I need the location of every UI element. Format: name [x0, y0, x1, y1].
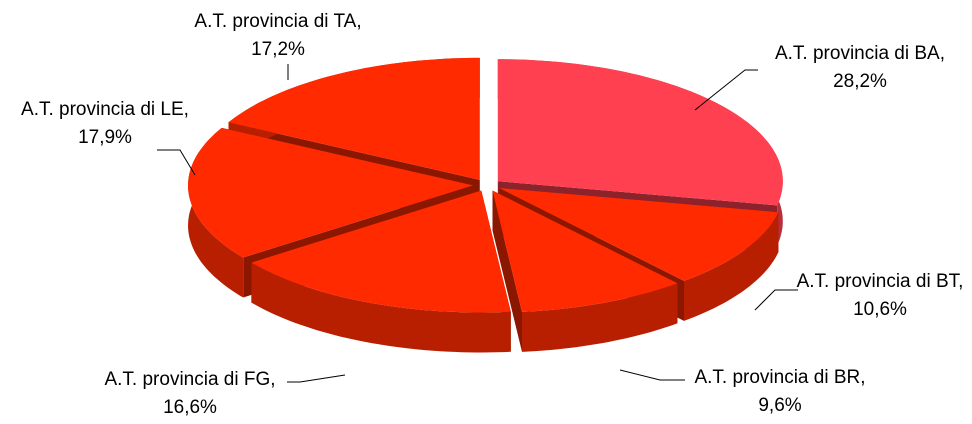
slice-side [251, 262, 511, 353]
category-label: A.T. provincia di BT [796, 271, 959, 292]
data-label: A.T. provincia di FG16,6% [90, 366, 290, 422]
slice-side [492, 190, 522, 352]
slice [228, 57, 480, 180]
category-label: A.T. provincia di BR [694, 367, 861, 388]
data-label: A.T. provincia di BR9,6% [680, 364, 880, 420]
slice [492, 190, 678, 312]
slice [188, 127, 473, 258]
slice-side [522, 283, 678, 352]
category-label: A.T. provincia di BA [774, 43, 940, 64]
slice [251, 190, 511, 313]
category-label: A.T. provincia di FG [104, 369, 271, 390]
slice [499, 188, 779, 281]
category-label: A.T. provincia di TA [194, 11, 357, 32]
leader-line [754, 289, 798, 311]
leader-line [157, 149, 196, 176]
leader-line [287, 374, 346, 383]
slice-side [684, 212, 779, 321]
slice [497, 59, 783, 206]
data-label: A.T. provincia di BA28,2% [760, 40, 960, 96]
leader-line [619, 369, 685, 381]
data-label: A.T. provincia di LE17,9% [5, 96, 205, 152]
leader-line [694, 69, 758, 111]
category-label: A.T. provincia di LE [21, 99, 184, 120]
data-label: A.T. provincia di TA17,2% [178, 8, 378, 64]
data-label: A.T. provincia di BT10,6% [790, 268, 970, 324]
